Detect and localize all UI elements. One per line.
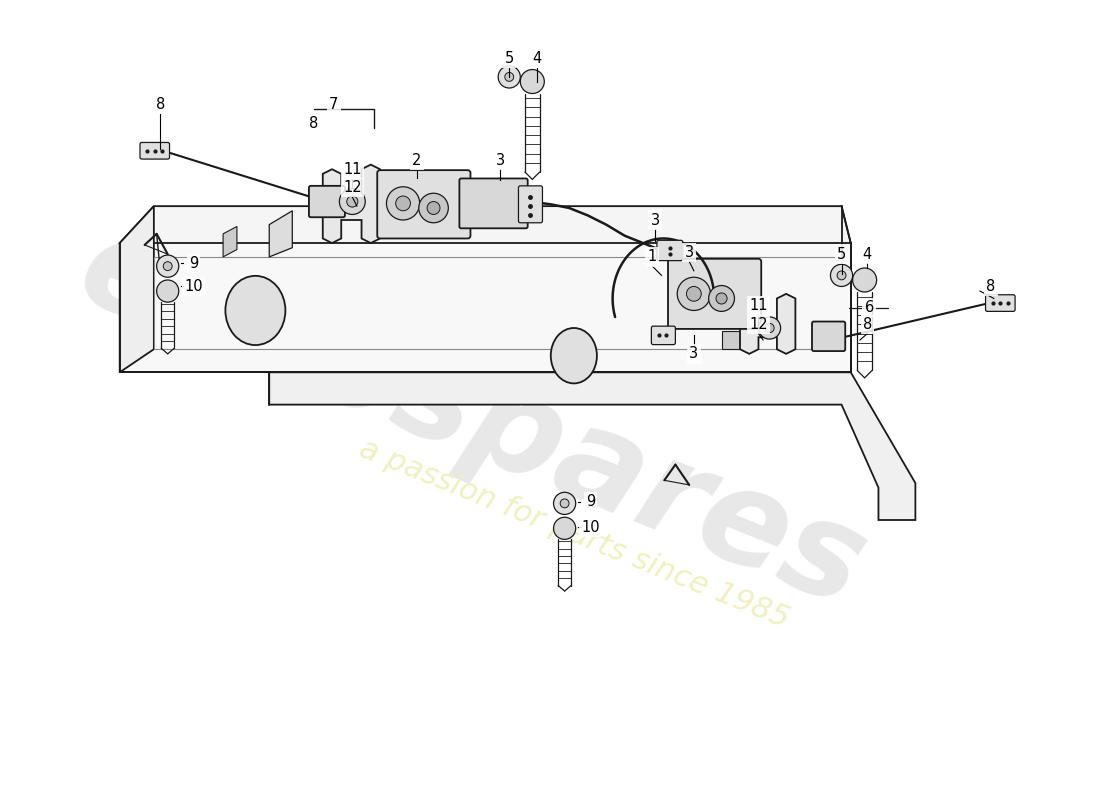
Text: 9: 9 xyxy=(189,256,198,271)
Circle shape xyxy=(520,70,544,94)
Text: 8: 8 xyxy=(309,115,318,130)
Circle shape xyxy=(427,202,440,214)
FancyBboxPatch shape xyxy=(668,258,761,329)
Circle shape xyxy=(396,196,410,210)
Text: 7: 7 xyxy=(329,97,339,112)
Text: 5: 5 xyxy=(837,246,846,262)
FancyBboxPatch shape xyxy=(986,294,1015,311)
Polygon shape xyxy=(270,372,915,520)
Circle shape xyxy=(553,518,575,539)
Text: 10: 10 xyxy=(581,520,600,535)
FancyBboxPatch shape xyxy=(460,178,528,228)
Circle shape xyxy=(708,286,735,311)
Polygon shape xyxy=(722,330,740,350)
Ellipse shape xyxy=(551,328,597,383)
Text: 8: 8 xyxy=(862,317,872,332)
Circle shape xyxy=(716,293,727,304)
Circle shape xyxy=(764,323,774,333)
Circle shape xyxy=(163,262,172,270)
Polygon shape xyxy=(120,206,850,257)
Circle shape xyxy=(553,492,575,514)
Text: 5: 5 xyxy=(505,51,514,66)
FancyBboxPatch shape xyxy=(140,142,169,159)
Circle shape xyxy=(156,255,179,278)
Circle shape xyxy=(759,317,781,339)
FancyBboxPatch shape xyxy=(309,186,345,218)
Polygon shape xyxy=(120,206,154,372)
Text: 4: 4 xyxy=(532,51,541,66)
Text: 9: 9 xyxy=(586,494,595,509)
Ellipse shape xyxy=(226,276,285,345)
Text: 1: 1 xyxy=(648,250,657,265)
FancyBboxPatch shape xyxy=(377,170,471,238)
Circle shape xyxy=(346,196,358,207)
Polygon shape xyxy=(270,210,293,257)
Polygon shape xyxy=(740,294,795,354)
FancyBboxPatch shape xyxy=(657,240,683,261)
Text: 2: 2 xyxy=(412,153,421,167)
Circle shape xyxy=(837,271,846,280)
Text: 12: 12 xyxy=(343,180,362,195)
Text: 11: 11 xyxy=(749,298,768,314)
Circle shape xyxy=(505,73,514,82)
Text: 3: 3 xyxy=(690,346,698,362)
Circle shape xyxy=(340,189,365,214)
Text: 12: 12 xyxy=(749,317,768,332)
Circle shape xyxy=(830,264,852,286)
Polygon shape xyxy=(223,226,236,257)
Circle shape xyxy=(678,278,711,310)
Circle shape xyxy=(498,66,520,88)
Text: 3: 3 xyxy=(650,213,660,227)
Text: 3: 3 xyxy=(684,245,694,260)
Text: 8: 8 xyxy=(987,279,996,294)
Text: 10: 10 xyxy=(184,279,202,294)
FancyBboxPatch shape xyxy=(651,326,675,345)
Text: 8: 8 xyxy=(156,97,165,112)
Polygon shape xyxy=(322,165,379,243)
Text: 11: 11 xyxy=(343,162,362,177)
Circle shape xyxy=(419,194,449,222)
FancyBboxPatch shape xyxy=(518,186,542,222)
Circle shape xyxy=(686,286,701,302)
Text: eurospares: eurospares xyxy=(62,203,883,634)
FancyBboxPatch shape xyxy=(812,322,845,351)
Polygon shape xyxy=(120,243,850,372)
Circle shape xyxy=(386,186,420,220)
Circle shape xyxy=(560,499,569,508)
Text: 6: 6 xyxy=(865,300,873,315)
Text: 4: 4 xyxy=(862,246,872,262)
Circle shape xyxy=(156,280,179,302)
Circle shape xyxy=(852,268,877,292)
Text: 3: 3 xyxy=(495,153,505,167)
Text: a passion for parts since 1985: a passion for parts since 1985 xyxy=(354,434,793,634)
